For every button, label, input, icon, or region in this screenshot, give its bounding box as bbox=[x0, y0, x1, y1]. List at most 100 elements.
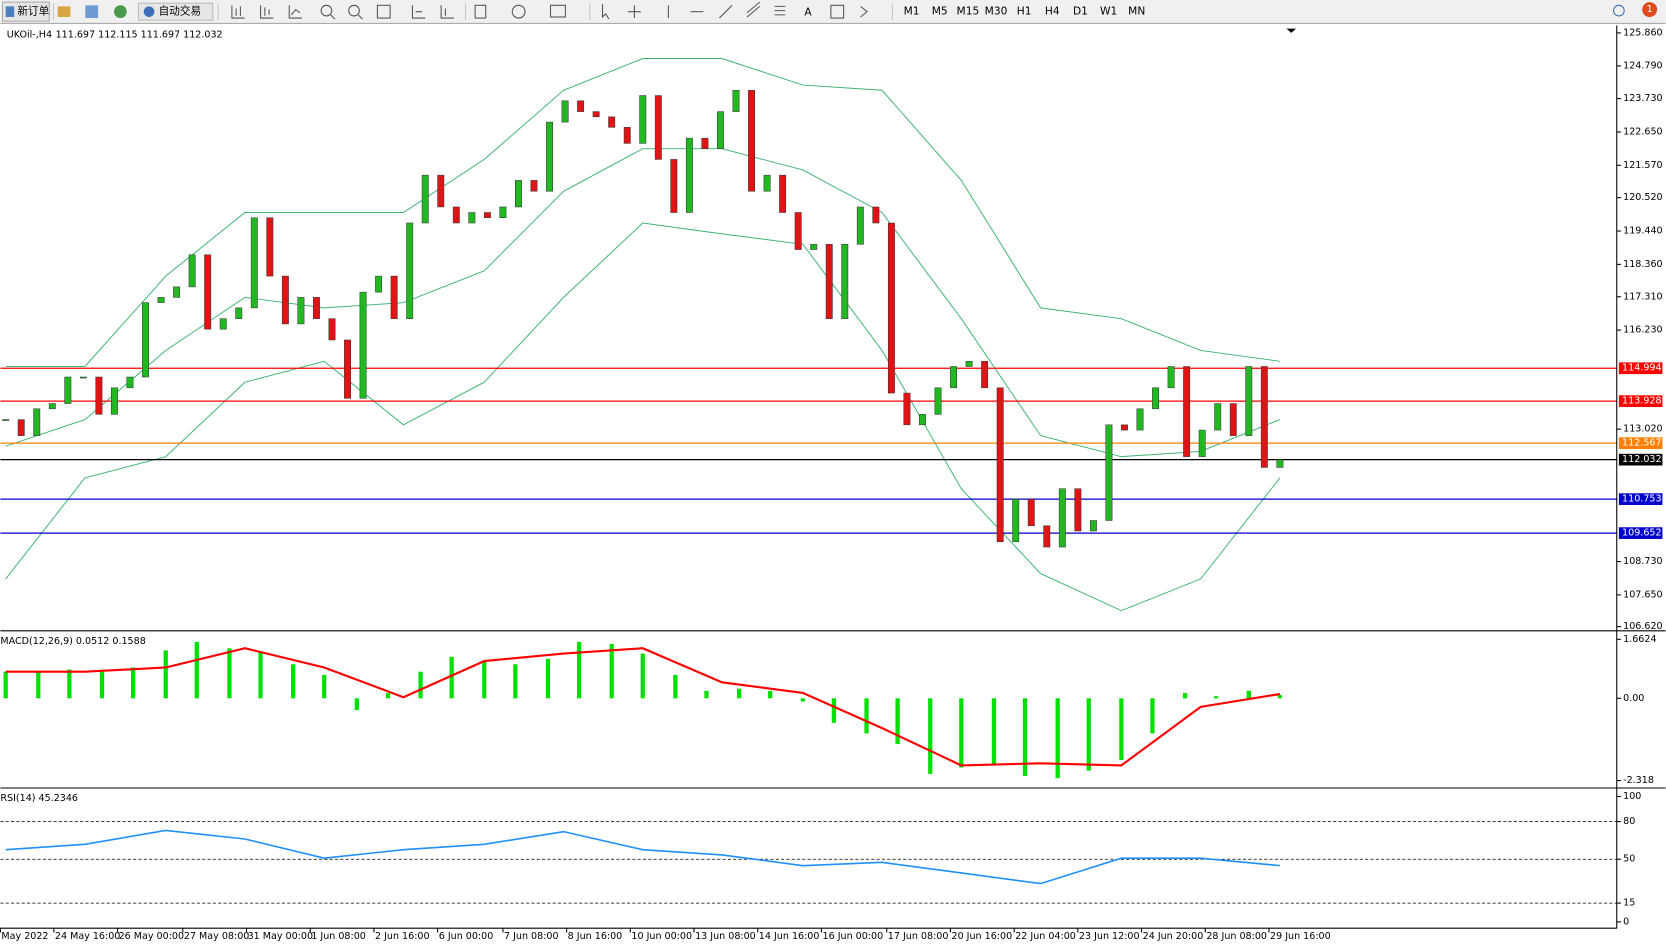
y-tick-label: 122.650 bbox=[1623, 126, 1662, 137]
y-tick-label: 121.570 bbox=[1623, 160, 1662, 171]
macd-bar bbox=[864, 698, 869, 734]
candle bbox=[33, 408, 41, 436]
timeframe-button[interactable]: M15 bbox=[957, 5, 980, 18]
timeframe-button[interactable]: H4 bbox=[1045, 5, 1060, 18]
candle bbox=[375, 275, 383, 293]
y-tick-label: 50 bbox=[1623, 854, 1635, 865]
candle bbox=[856, 206, 864, 245]
timeframe-button[interactable]: D1 bbox=[1073, 5, 1088, 18]
macd-bar bbox=[67, 669, 72, 699]
auto-trading-button[interactable] bbox=[137, 2, 214, 21]
candle bbox=[965, 361, 973, 367]
macd-bar bbox=[736, 688, 742, 699]
macd-bar bbox=[385, 692, 391, 699]
macd-bar bbox=[130, 667, 136, 699]
candle bbox=[1043, 525, 1051, 548]
x-tick-label: 27 May 08:00 bbox=[184, 931, 249, 942]
candle bbox=[188, 254, 196, 288]
plot-area: UKOil-,H4 111.697 112.115 111.697 112.032… bbox=[0, 27, 1663, 942]
x-tick-label: 8 Jun 16:00 bbox=[568, 931, 623, 942]
candle bbox=[219, 318, 227, 330]
macd-bar bbox=[482, 661, 487, 699]
candle bbox=[981, 361, 989, 389]
y-tick-label: 125.860 bbox=[1623, 27, 1662, 38]
candle bbox=[157, 297, 165, 303]
candle bbox=[639, 95, 647, 144]
candle bbox=[1229, 403, 1237, 436]
candle bbox=[79, 376, 87, 379]
macd-bar bbox=[258, 652, 263, 699]
candle bbox=[421, 174, 429, 224]
candle bbox=[592, 111, 600, 118]
candle bbox=[406, 222, 414, 319]
candle bbox=[1012, 498, 1020, 543]
candle bbox=[266, 217, 274, 277]
x-tick-label: 10 Jun 00:00 bbox=[631, 931, 692, 942]
timeframe-button[interactable]: W1 bbox=[1100, 5, 1117, 18]
candle bbox=[623, 127, 631, 144]
y-tick-label: 117.310 bbox=[1623, 291, 1662, 302]
toolbar-icon[interactable] bbox=[114, 5, 127, 19]
candle bbox=[110, 387, 118, 415]
candle bbox=[390, 275, 398, 319]
candle bbox=[48, 403, 56, 410]
y-tick-label: 116.230 bbox=[1623, 325, 1662, 336]
macd-bar bbox=[673, 674, 678, 699]
candle bbox=[515, 180, 522, 208]
toolbar-icon[interactable] bbox=[57, 6, 71, 17]
bollinger-lower bbox=[5, 222, 1281, 612]
macd-bar bbox=[545, 658, 551, 699]
y-tick-label: 118.360 bbox=[1623, 259, 1662, 270]
macd-bar bbox=[831, 698, 837, 723]
x-tick-label: 7 Jun 08:00 bbox=[504, 931, 559, 942]
timeframe-button[interactable]: M30 bbox=[985, 5, 1008, 18]
macd-bar bbox=[3, 671, 8, 699]
toolbar-separators bbox=[52, 3, 894, 21]
y-tick-label: 108.730 bbox=[1623, 556, 1662, 567]
macd-bar bbox=[1055, 698, 1060, 779]
y-tick-label: -2.318 bbox=[1623, 775, 1654, 786]
candle bbox=[1058, 488, 1066, 548]
macd-bar bbox=[768, 690, 773, 699]
notification-badge[interactable] bbox=[1642, 2, 1658, 17]
candle bbox=[499, 206, 507, 219]
candle bbox=[701, 137, 709, 149]
search-icon[interactable] bbox=[1613, 4, 1625, 17]
timeframe-group: M1 M5 M15 M30 H1 H4 D1 W1 MN bbox=[904, 5, 1146, 18]
x-tick-label: 6 Jun 00:00 bbox=[439, 931, 494, 942]
y-tick-label: 15 bbox=[1623, 898, 1635, 909]
candle bbox=[2, 419, 10, 421]
timeframe-button[interactable]: MN bbox=[1128, 5, 1145, 18]
toolbar-icon[interactable] bbox=[85, 5, 99, 19]
timeframe-button[interactable]: H1 bbox=[1017, 5, 1032, 18]
macd-bar bbox=[449, 656, 454, 699]
level-price-label: 109.652 bbox=[1622, 528, 1661, 539]
ohlc-values: 111.697 112.115 111.697 112.032 bbox=[56, 30, 223, 41]
timeframe-button[interactable]: M5 bbox=[932, 5, 948, 18]
candle bbox=[577, 100, 585, 112]
x-tick-label: 16 Jun 00:00 bbox=[823, 931, 884, 942]
candle bbox=[763, 174, 771, 192]
candle bbox=[468, 212, 476, 224]
candle bbox=[934, 387, 942, 415]
macd-bar bbox=[991, 698, 997, 766]
candle bbox=[312, 297, 320, 319]
macd-bar bbox=[1022, 698, 1028, 777]
candle bbox=[204, 254, 212, 330]
candle bbox=[546, 121, 553, 192]
text-tool[interactable]: A bbox=[804, 6, 812, 19]
macd-bar bbox=[1150, 698, 1155, 734]
y-tick-label: 1.6624 bbox=[1623, 634, 1656, 645]
auto-trading-label: 自动交易 bbox=[159, 5, 201, 18]
candle bbox=[779, 174, 787, 213]
chart-tools[interactable]: A bbox=[231, 1, 868, 20]
macd-bar bbox=[640, 653, 645, 699]
auto-trading-icon bbox=[143, 6, 155, 17]
y-tick-label: 0.00 bbox=[1623, 693, 1644, 704]
level-price-label: 113.928 bbox=[1622, 396, 1661, 407]
candle bbox=[281, 275, 289, 325]
candle bbox=[825, 244, 833, 319]
timeframe-button[interactable]: M1 bbox=[904, 5, 920, 18]
candle bbox=[359, 291, 367, 399]
